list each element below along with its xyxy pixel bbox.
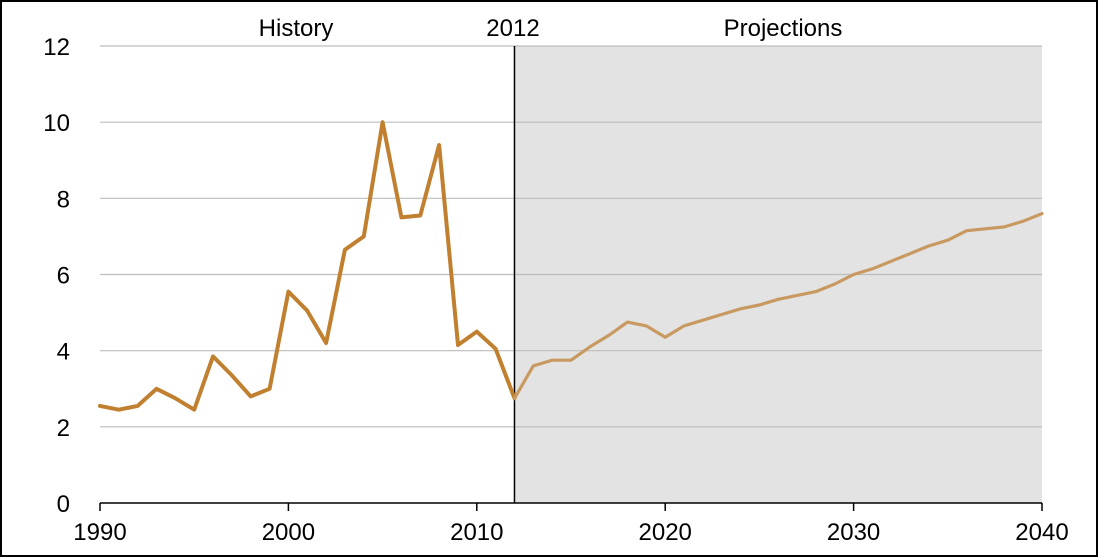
- x-tick-label: 2030: [827, 519, 880, 546]
- y-tick-label: 6: [57, 263, 70, 290]
- x-tick-label: 2040: [1015, 519, 1068, 546]
- y-tick-label: 0: [57, 491, 70, 518]
- y-tick-label: 2: [57, 415, 70, 442]
- y-tick-label: 10: [43, 110, 70, 137]
- y-tick-label: 8: [57, 186, 70, 213]
- y-tick-label: 4: [57, 339, 70, 366]
- x-tick-label: 2020: [639, 519, 692, 546]
- x-tick-label: 2010: [450, 519, 503, 546]
- x-tick-label: 1990: [73, 519, 126, 546]
- history-series-line: [98, 120, 517, 412]
- projection-series-line: [512, 212, 1044, 400]
- divider-year-label: 2012: [486, 15, 539, 42]
- x-tick-label: 2000: [262, 519, 315, 546]
- y-tick-label: 12: [43, 34, 70, 61]
- history-label: History: [259, 15, 334, 42]
- projections-label: Projections: [724, 15, 843, 42]
